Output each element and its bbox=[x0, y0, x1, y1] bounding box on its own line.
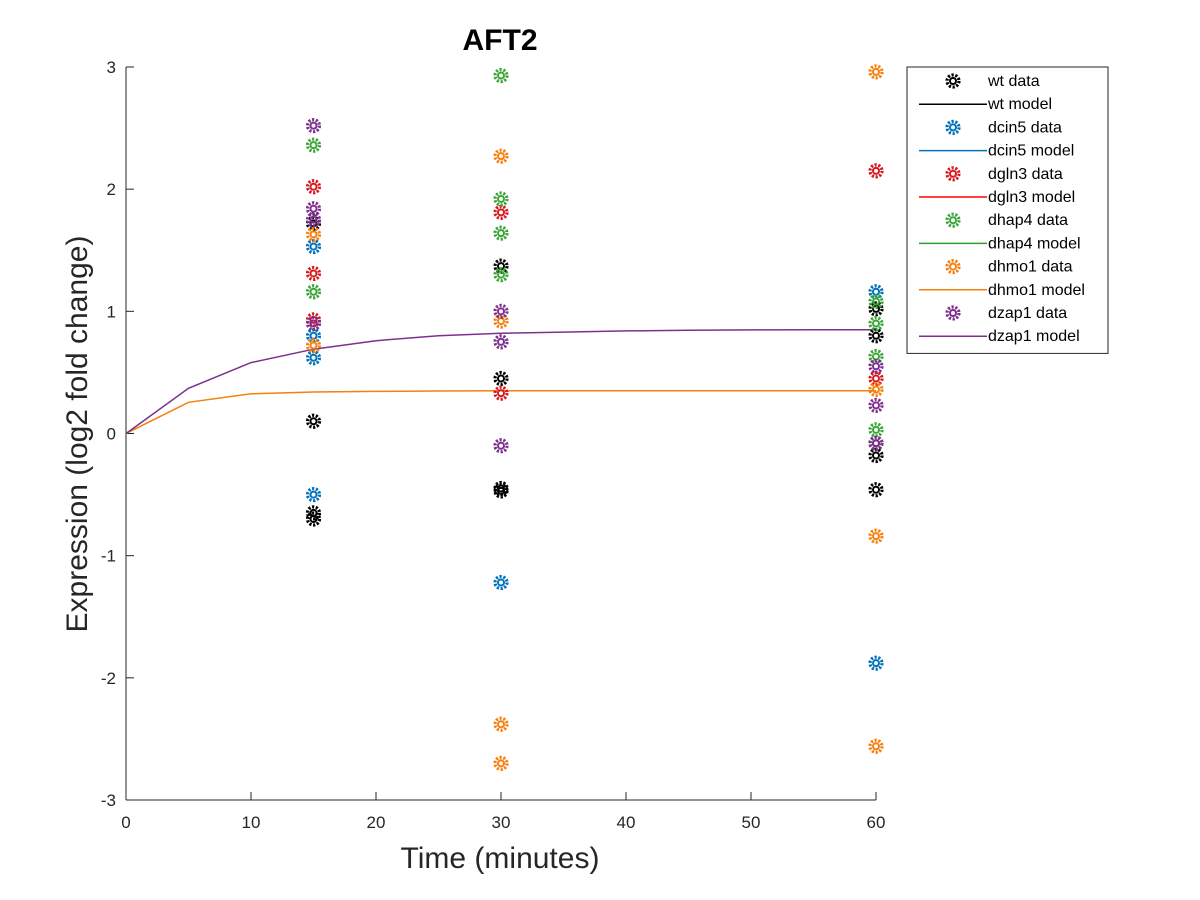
y-tick-label: -1 bbox=[101, 547, 116, 566]
chart-title: AFT2 bbox=[463, 24, 538, 57]
dzap1-data-point bbox=[493, 438, 509, 454]
y-tick-label: 0 bbox=[107, 425, 116, 444]
y-axis-title: Expression (log2 fold change) bbox=[61, 236, 94, 633]
dhmo1-data-point bbox=[305, 337, 322, 354]
dhap4-data-point bbox=[305, 284, 322, 300]
legend-swatch-dhap4-data bbox=[945, 212, 961, 228]
y-tick-label: 3 bbox=[107, 58, 116, 77]
dhap4-data-point bbox=[493, 191, 509, 207]
x-tick-label: 0 bbox=[121, 813, 130, 832]
legend-label-dgln3-model: dgln3 model bbox=[988, 189, 1075, 206]
wt-data-point bbox=[493, 483, 509, 499]
wt-data-point bbox=[493, 370, 509, 387]
dhmo1-data-point bbox=[305, 226, 322, 242]
dhap4-data-point bbox=[868, 293, 884, 310]
wt-data-point bbox=[868, 328, 884, 344]
dhmo1-data-point bbox=[868, 64, 884, 80]
dgln3-data-point bbox=[868, 163, 884, 179]
legend-swatch-dcin5-data bbox=[945, 119, 961, 136]
dzap1-data-point bbox=[868, 397, 884, 414]
legend-label-dgln3-data: dgln3 data bbox=[988, 166, 1063, 183]
dzap1-data-point bbox=[868, 358, 884, 374]
dcin5-data-point bbox=[493, 574, 509, 591]
dgln3-data-point bbox=[305, 265, 322, 282]
legend-label-dhap4-model: dhap4 model bbox=[988, 235, 1081, 252]
dhap4-data-point bbox=[493, 225, 509, 241]
x-tick-label: 20 bbox=[367, 813, 386, 832]
y-tick-label: 1 bbox=[107, 302, 116, 321]
dhap4-data-point bbox=[305, 137, 322, 153]
wt-data-point bbox=[305, 511, 322, 527]
legend-label-dcin5-data: dcin5 data bbox=[988, 119, 1062, 136]
dcin5-data-point bbox=[305, 350, 322, 366]
dzap1-data-point bbox=[493, 303, 509, 319]
legend-label-dcin5-model: dcin5 model bbox=[988, 143, 1074, 160]
wt-data-point bbox=[868, 447, 884, 464]
x-tick-label: 40 bbox=[617, 813, 636, 832]
y-tick-label: -2 bbox=[101, 669, 116, 688]
legend-label-wt-model: wt model bbox=[987, 96, 1052, 113]
dzap1-model-line bbox=[125, 328, 876, 435]
wt-data-point bbox=[868, 301, 884, 317]
wt-data-point bbox=[305, 413, 322, 429]
dhap4-data-point bbox=[868, 315, 884, 332]
x-tick-label: 30 bbox=[492, 813, 511, 832]
x-tick-label: 60 bbox=[867, 813, 886, 832]
legend-label-dhap4-data: dhap4 data bbox=[988, 212, 1068, 229]
dhmo1-data-point bbox=[493, 755, 509, 771]
legend-label-dzap1-data: dzap1 data bbox=[988, 305, 1067, 322]
legend-label-dhmo1-data: dhmo1 data bbox=[988, 259, 1073, 276]
y-tick-label: -3 bbox=[101, 791, 116, 810]
legend: wt data wt model dcin5 data dcin5 model dgln… bbox=[906, 66, 1109, 354]
dhmo1-data-point bbox=[493, 716, 509, 732]
dcin5-data-point bbox=[868, 655, 884, 671]
dcin5-data-point bbox=[305, 486, 322, 503]
legend-label-dzap1-model: dzap1 model bbox=[988, 328, 1080, 345]
dhap4-data-point bbox=[868, 422, 884, 438]
dgln3-data-point bbox=[305, 179, 322, 195]
y-tick-label: 2 bbox=[107, 180, 116, 199]
dzap1-data-point bbox=[305, 315, 322, 332]
legend-swatch-dhmo1-data bbox=[945, 259, 961, 275]
wt-data-point bbox=[868, 482, 884, 498]
x-tick-label: 10 bbox=[242, 813, 261, 832]
legend-box bbox=[906, 66, 1109, 354]
legend-swatch-dzap1-data bbox=[945, 305, 961, 321]
legend-swatch-dgln3-data bbox=[945, 166, 961, 182]
legend-label-dhmo1-model: dhmo1 model bbox=[988, 282, 1085, 299]
dhmo1-data-point bbox=[868, 381, 884, 398]
dzap1-data-point bbox=[493, 334, 509, 350]
dzap1-data-point bbox=[305, 118, 322, 134]
dzap1-data-point bbox=[305, 212, 322, 228]
dgln3-data-point bbox=[493, 385, 509, 401]
x-tick-label: 50 bbox=[742, 813, 761, 832]
x-axis-title: Time (minutes) bbox=[401, 842, 600, 875]
data-points bbox=[305, 64, 884, 771]
dcin5-data-point bbox=[305, 238, 322, 255]
dzap1-data-point bbox=[868, 435, 884, 451]
dhap4-data-point bbox=[493, 67, 509, 84]
legend-swatch-wt-data bbox=[945, 73, 961, 89]
axes: 0 10 20 30 40 50 60 -3 -2 -1 0 1 2 3 bbox=[101, 58, 886, 832]
legend-label-wt-data: wt data bbox=[987, 73, 1040, 90]
dhap4-data-point bbox=[493, 267, 509, 283]
dgln3-data-point bbox=[493, 204, 509, 220]
dhmo1-data-point bbox=[868, 738, 884, 754]
dhmo1-data-point bbox=[868, 528, 884, 544]
dhmo1-data-point bbox=[493, 148, 509, 164]
